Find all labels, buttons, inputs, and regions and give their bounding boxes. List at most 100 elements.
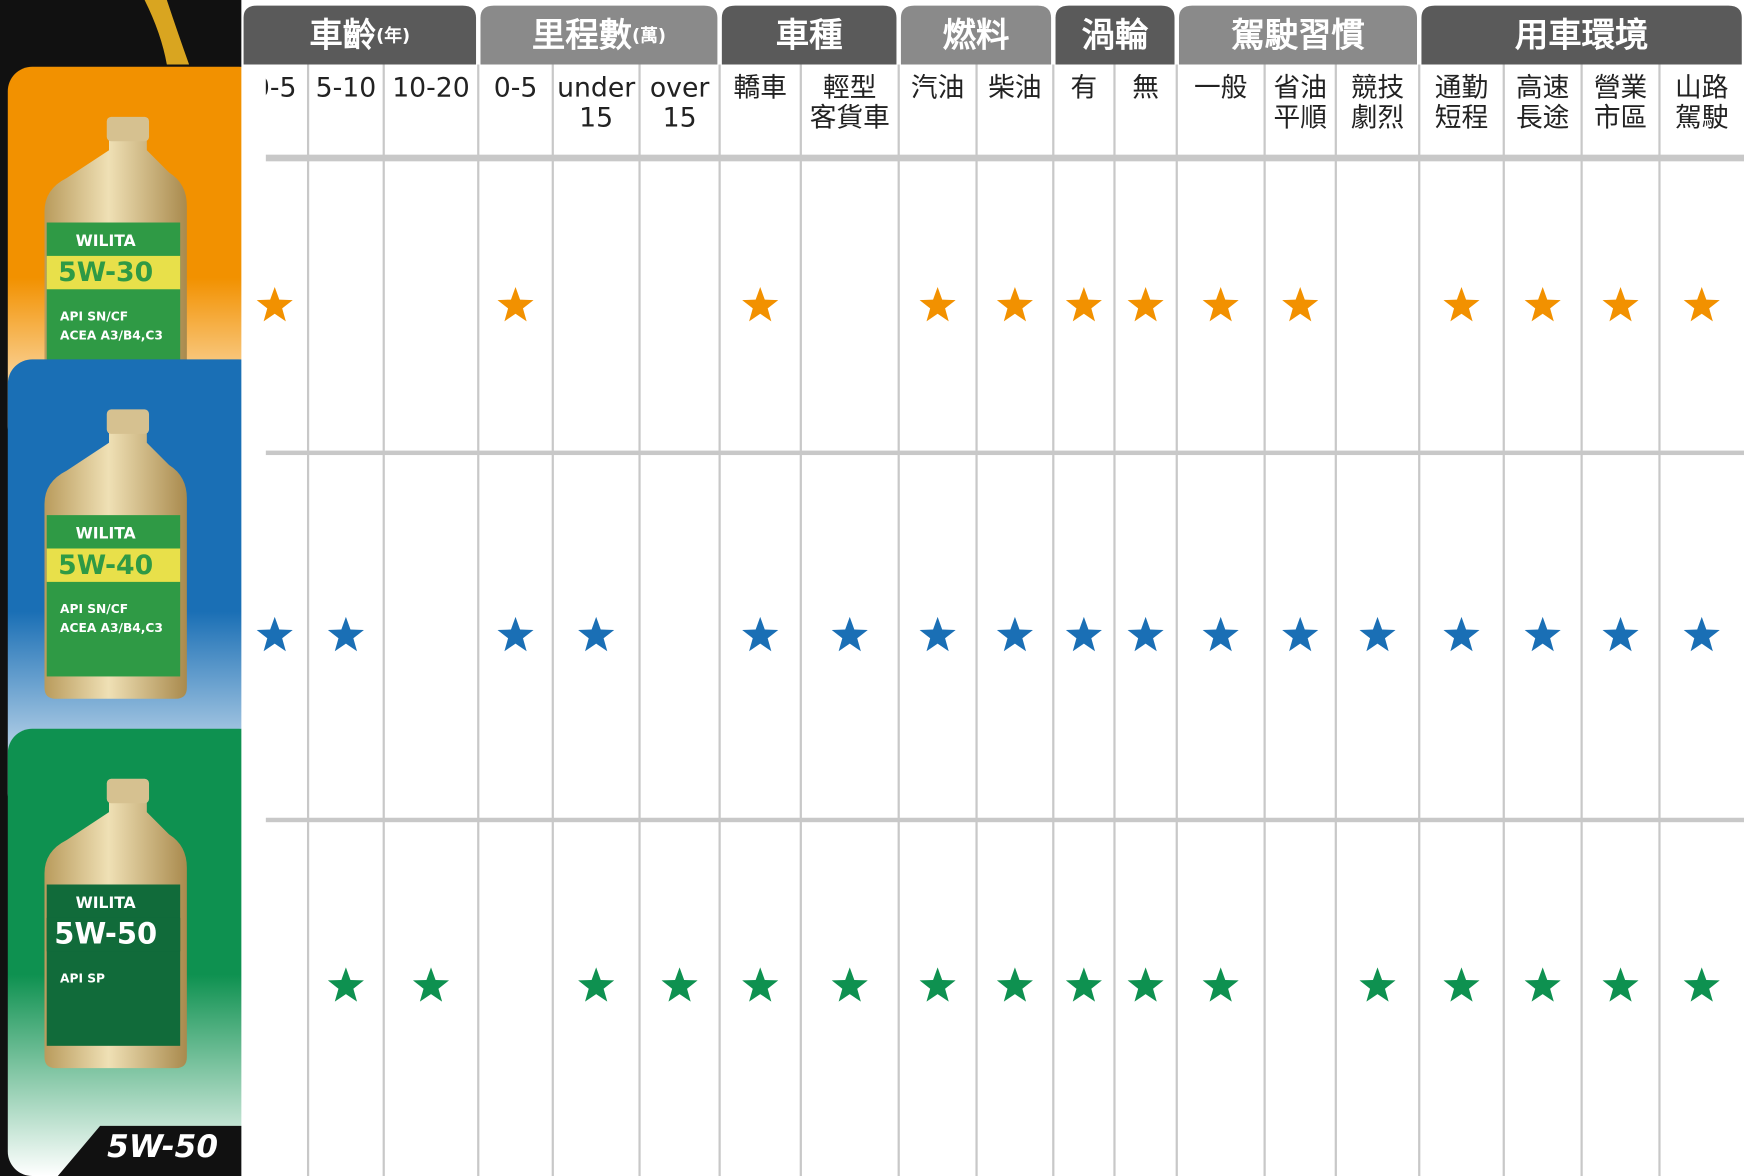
star (996, 287, 1033, 322)
star (996, 616, 1033, 652)
panel-right-edge (241, 728, 266, 1176)
group-title: 燃料 (943, 15, 1010, 54)
group-title-text: 里程數 (532, 15, 633, 54)
column-label: over (650, 73, 710, 104)
name-band (57, 1125, 242, 1176)
star (742, 967, 779, 1002)
star (1683, 616, 1720, 652)
bottle-grade: 5W-40 (58, 550, 153, 581)
column-label: 競技 (1351, 73, 1404, 104)
star (578, 616, 615, 652)
column-label: 長途 (1516, 103, 1569, 134)
star (256, 287, 293, 322)
star (1065, 287, 1102, 322)
bottle-grade: 5W-50 (54, 917, 157, 951)
bottle-label (46, 515, 181, 677)
group-header (721, 5, 897, 65)
column-label: 平順 (1274, 103, 1327, 134)
star (1282, 287, 1319, 322)
group-header (1178, 5, 1417, 65)
group-title-text: 車齡 (309, 15, 376, 54)
star (327, 616, 364, 652)
bottle-spec: API SN/CF (60, 602, 128, 616)
bottle: WILITA 5W-50 API SP (44, 778, 187, 1069)
bottle-grade-band (46, 548, 181, 582)
column-label: 5-10 (316, 73, 377, 104)
star (412, 967, 450, 1002)
star (1282, 616, 1319, 652)
star (1127, 616, 1164, 652)
column-label: 短程 (1435, 103, 1488, 134)
column-label: 無 (1132, 73, 1159, 104)
star (1524, 287, 1561, 322)
column-label: 10-20 (392, 73, 470, 104)
star (578, 967, 615, 1002)
group-title: 里程數(萬) (532, 15, 666, 54)
group-header (243, 5, 477, 65)
group-header (1055, 5, 1175, 65)
star (497, 616, 534, 652)
bottle-grade-band (46, 255, 181, 290)
star (661, 967, 698, 1002)
star (742, 287, 779, 322)
oil-drip (144, 0, 190, 65)
group-title: 車種 (776, 15, 843, 54)
group-unit: (年) (376, 25, 410, 47)
bottle-spec: ACEA A3/B4,C3 (60, 328, 163, 342)
column-label: 0-5 (494, 73, 538, 104)
bottle-cap (106, 116, 150, 142)
bottle-spec: API SP (60, 972, 105, 986)
star (1443, 616, 1480, 652)
bottle-grade-band (46, 917, 181, 952)
column-label: 市區 (1594, 103, 1647, 134)
star (1524, 967, 1561, 1002)
column-label: 劇烈 (1351, 103, 1404, 134)
star (1443, 967, 1480, 1002)
bottle-grade: 5W-30 (58, 257, 153, 288)
star (831, 967, 868, 1002)
star (1683, 967, 1720, 1002)
star (919, 967, 956, 1002)
bottle-cap (106, 409, 150, 434)
group-title: 渦輪 (1082, 15, 1149, 54)
star (1359, 967, 1396, 1002)
star (1602, 967, 1639, 1002)
group-header (1421, 5, 1742, 65)
star (1524, 616, 1561, 652)
bottle: WILITA 5W-30 API SN/CF ACEA A3/B4,C3 (44, 116, 187, 407)
star (1683, 287, 1720, 322)
star (1359, 616, 1396, 652)
bottle-spec: ACEA A3/B4,C3 (60, 621, 163, 635)
group-header (900, 5, 1052, 65)
column-label: 15 (579, 103, 613, 134)
column-label: 客貨車 (810, 103, 890, 134)
group-title-text: 渦輪 (1082, 15, 1149, 54)
star (919, 287, 956, 322)
group-title-text: 用車環境 (1515, 15, 1648, 54)
group-unit: (萬) (632, 26, 666, 47)
bottle-cap (106, 778, 150, 804)
star (742, 616, 779, 652)
star (1443, 287, 1480, 322)
star (831, 616, 868, 652)
bottle-brand: WILITA (76, 232, 136, 250)
column-label: 高速 (1516, 73, 1569, 104)
group-title-text: 燃料 (943, 15, 1010, 54)
header-divider (241, 154, 1744, 162)
bottle: WILITA 5W-40 API SN/CF ACEA A3/B4,C3 (44, 409, 187, 699)
group-title: 駕駛習慣 (1231, 15, 1365, 54)
row-divider (241, 450, 1744, 456)
bottle-spec: API SN/CF (60, 310, 128, 324)
column-label: 一般 (1194, 73, 1247, 104)
column-label: 省油 (1274, 73, 1327, 104)
column-label: 營業 (1594, 73, 1647, 104)
star (1602, 287, 1639, 322)
product-name: 5W-50 (107, 1129, 218, 1165)
star (1065, 967, 1102, 1002)
bottle-brand: WILITA (76, 525, 136, 543)
group-title-text: 車種 (776, 15, 843, 54)
column-label: 柴油 (988, 73, 1041, 104)
star (327, 967, 364, 1002)
group-title: 用車環境 (1515, 15, 1648, 54)
